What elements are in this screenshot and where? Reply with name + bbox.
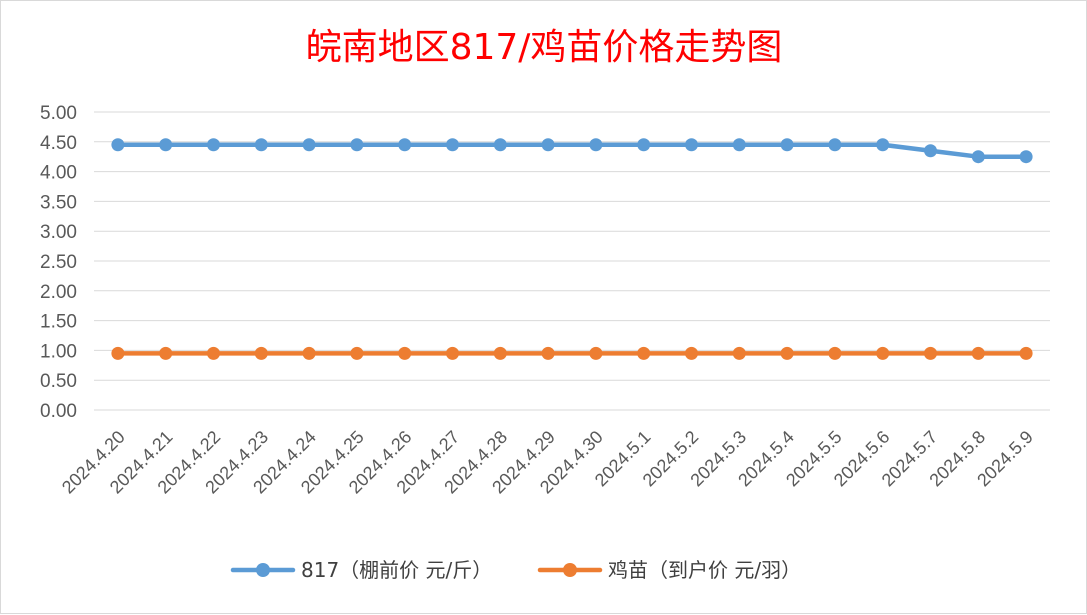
y-tick-label: 2.00 [40, 282, 77, 303]
y-tick-label: 0.00 [40, 401, 77, 422]
series-point-1 [302, 346, 316, 360]
legend: 817（棚前价 元/斤） 鸡苗（到户价 元/羽） [230, 558, 801, 582]
legend-swatch-marker [256, 563, 270, 577]
legend-label: 鸡苗（到户价 元/羽） [608, 558, 801, 582]
legend-swatch-marker [563, 563, 577, 577]
y-tick-label: 3.50 [40, 192, 77, 213]
legend-label: 817（棚前价 元/斤） [301, 558, 492, 582]
series-point-1 [254, 346, 268, 360]
series-point-1 [780, 346, 794, 360]
series-point-1 [1019, 346, 1033, 360]
series-point-0 [685, 138, 698, 152]
series-point-0 [541, 138, 555, 152]
y-tick-label: 5.00 [40, 103, 77, 124]
series-point-0 [207, 138, 220, 152]
series-point-0 [159, 138, 173, 152]
chart-title: 皖南地区817/鸡苗价格走势图 [306, 27, 783, 68]
series-point-1 [732, 346, 746, 360]
series-point-1 [207, 346, 220, 360]
series-point-1 [541, 346, 555, 360]
series-point-0 [302, 138, 316, 152]
series-point-0 [493, 138, 507, 152]
series-point-0 [876, 138, 890, 152]
y-tick-label: 1.50 [40, 312, 77, 333]
series-point-1 [446, 346, 459, 360]
y-tick-label: 0.50 [40, 371, 77, 392]
y-tick-label: 4.50 [40, 133, 77, 154]
series-point-0 [971, 150, 985, 164]
series-point-1 [637, 346, 651, 360]
series-point-1 [828, 346, 842, 360]
gridlines [94, 111, 1050, 411]
series-point-0 [1019, 150, 1033, 164]
series-point-1 [876, 346, 890, 360]
y-tick-label: 4.00 [40, 163, 77, 184]
series-point-0 [732, 138, 746, 152]
series-point-0 [828, 138, 842, 152]
series-point-1 [159, 346, 173, 360]
series-point-0 [637, 138, 651, 152]
y-tick-label: 2.50 [40, 252, 77, 273]
series-point-1 [589, 346, 603, 360]
series-line-0 [115, 142, 1029, 159]
y-tick-label: 3.00 [40, 222, 77, 243]
series-point-0 [924, 144, 937, 158]
series-point-1 [398, 346, 412, 360]
series-point-1 [350, 346, 364, 360]
series-point-0 [446, 138, 459, 152]
series-point-1 [924, 346, 937, 360]
series-point-1 [111, 346, 125, 360]
series-point-1 [971, 346, 985, 360]
x-axis: 2024.4.202024.4.212024.4.222024.4.232024… [58, 427, 1037, 498]
series-point-1 [493, 346, 507, 360]
series-point-0 [254, 138, 268, 152]
series-point-0 [111, 138, 125, 152]
series-point-0 [780, 138, 794, 152]
series-point-0 [398, 138, 412, 152]
series-point-0 [350, 138, 364, 152]
y-axis: 0.00 0.50 1.00 1.50 2.00 2.50 3.00 3.50 4.00 4.50… [40, 103, 77, 422]
y-tick-label: 1.00 [40, 341, 77, 362]
series-point-1 [685, 346, 698, 360]
series-point-0 [589, 138, 603, 152]
plot-area [111, 138, 1033, 360]
